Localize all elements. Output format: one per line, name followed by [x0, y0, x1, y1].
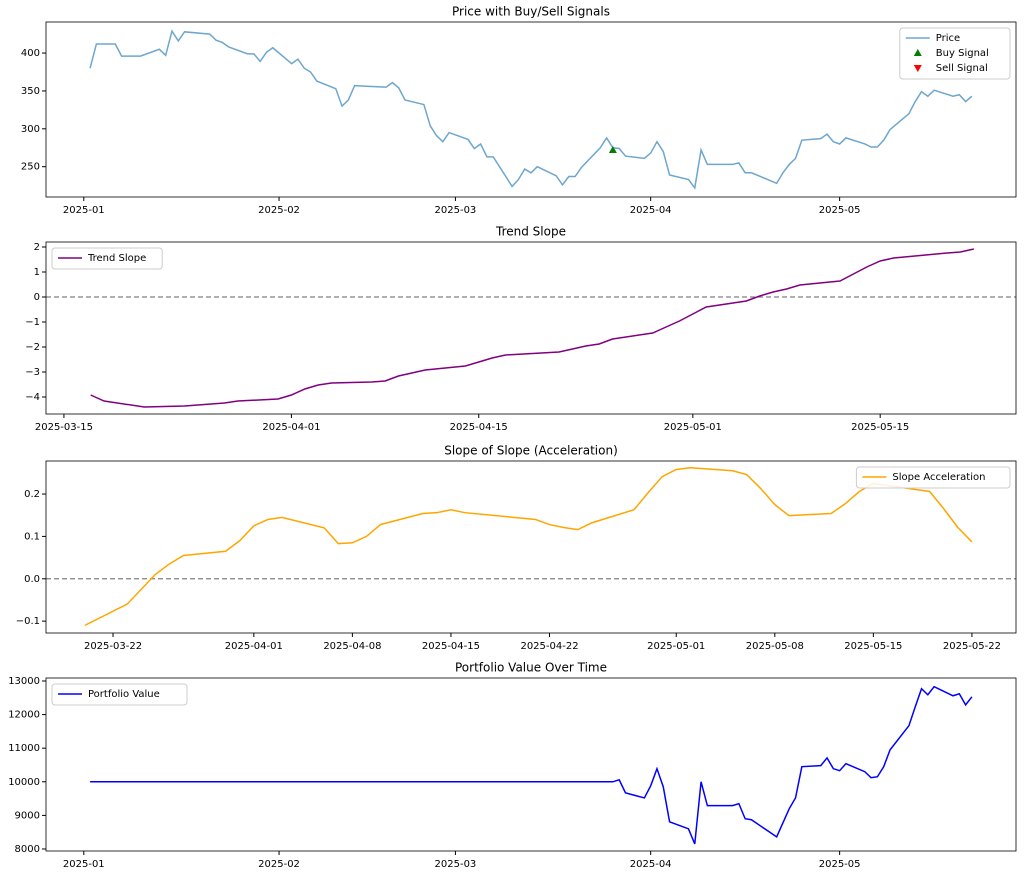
legend-label: Portfolio Value — [88, 689, 160, 700]
y-tick-label: −0.1 — [16, 616, 40, 627]
series-line — [89, 29, 973, 190]
x-tick-label: 2025-02 — [258, 205, 300, 216]
legend: Slope Acceleration — [855, 466, 1011, 489]
series-line — [84, 467, 973, 627]
legend-symbol — [913, 49, 922, 56]
x-tick-label: 2025-02 — [258, 859, 300, 870]
legend-label: Buy Signal — [936, 48, 989, 59]
x-tick-label: 2025-05-15 — [844, 641, 902, 652]
legend-symbol — [913, 65, 922, 72]
plot-frame — [45, 460, 1017, 634]
y-tick-label: 0.1 — [24, 531, 40, 542]
plot-frame — [45, 677, 1017, 852]
legend-label: Price — [936, 33, 960, 44]
y-tick-label: 0 — [34, 292, 40, 303]
y-tick-label: 2 — [34, 242, 40, 253]
y-tick-label: −2 — [25, 342, 40, 353]
y-tick-label: 10000 — [8, 777, 40, 788]
y-tick-label: 350 — [21, 86, 40, 97]
x-tick-label: 2025-03 — [435, 859, 477, 870]
y-tick-label: −1 — [25, 317, 40, 328]
legend-box — [51, 683, 188, 706]
legend: Trend Slope — [51, 247, 163, 270]
y-tick-label: −4 — [25, 392, 40, 403]
y-tick-label: 9000 — [15, 810, 40, 821]
y-tick-label: 11000 — [8, 743, 40, 754]
x-tick-label: 2025-03 — [435, 205, 477, 216]
y-tick-label: 13000 — [8, 676, 40, 687]
x-tick-label: 2025-05-15 — [851, 422, 909, 433]
y-tick-label: 1 — [34, 267, 40, 278]
y-tick-label: 8000 — [15, 844, 40, 855]
legend-box — [855, 466, 1011, 489]
y-tick-label: 0.2 — [24, 489, 40, 500]
x-tick-label: 2025-04-15 — [450, 422, 508, 433]
plot-frame — [45, 241, 1017, 415]
x-tick-label: 2025-03-15 — [35, 422, 93, 433]
chart-title: Slope of Slope (Acceleration) — [444, 444, 618, 458]
signal-marker — [608, 146, 617, 154]
legend-box — [51, 247, 163, 270]
x-tick-label: 2025-04-01 — [262, 422, 320, 433]
x-tick-label: 2025-04 — [630, 205, 672, 216]
x-tick-label: 2025-01 — [63, 205, 105, 216]
x-tick-label: 2025-04-01 — [225, 641, 283, 652]
legend-box — [899, 27, 1011, 80]
series-line — [90, 248, 975, 408]
x-tick-label: 2025-01 — [63, 859, 105, 870]
x-tick-label: 2025-05 — [819, 205, 861, 216]
legend-label: Slope Acceleration — [892, 472, 985, 483]
chart-title: Portfolio Value Over Time — [455, 661, 607, 675]
legend: Portfolio Value — [51, 683, 188, 706]
y-tick-label: 400 — [21, 48, 40, 59]
legend-label: Sell Signal — [936, 63, 988, 74]
y-tick-label: −3 — [25, 367, 40, 378]
plot-frame — [45, 21, 1017, 198]
legend: Price Buy Signal Sell Signal — [899, 27, 1011, 80]
x-tick-label: 2025-04-08 — [323, 641, 381, 652]
x-tick-label: 2025-05-08 — [746, 641, 804, 652]
x-tick-label: 2025-04-22 — [520, 641, 578, 652]
y-tick-label: 12000 — [8, 710, 40, 721]
x-tick-label: 2025-04 — [630, 859, 672, 870]
chart-title: Price with Buy/Sell Signals — [452, 5, 610, 19]
legend-label: Trend Slope — [87, 253, 146, 264]
chart-title: Trend Slope — [495, 225, 566, 239]
y-tick-label: 300 — [21, 124, 40, 135]
x-tick-label: 2025-05-22 — [943, 641, 1001, 652]
x-tick-label: 2025-03-22 — [84, 641, 142, 652]
x-tick-label: 2025-05-01 — [647, 641, 705, 652]
y-tick-label: 0.0 — [24, 574, 40, 585]
y-tick-label: 250 — [21, 162, 40, 173]
x-tick-label: 2025-04-15 — [422, 641, 480, 652]
x-tick-label: 2025-05 — [819, 859, 861, 870]
series-line — [90, 685, 973, 845]
x-tick-label: 2025-05-01 — [664, 422, 722, 433]
